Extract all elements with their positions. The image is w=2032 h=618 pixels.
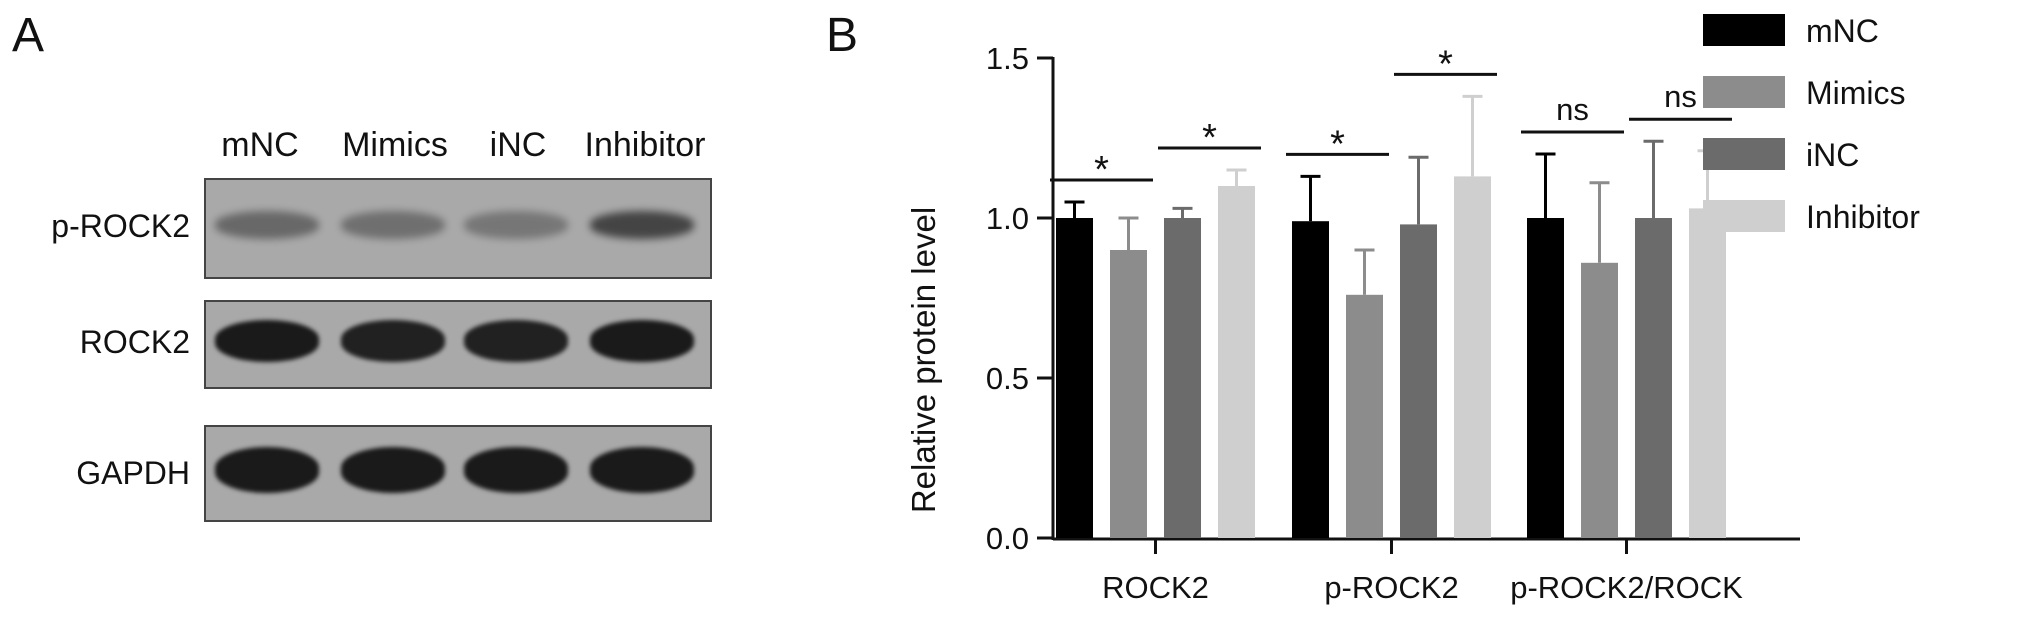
band-gapdh-inhibitor xyxy=(590,446,694,493)
panel-b-letter: B xyxy=(826,9,859,62)
bar-inc xyxy=(1164,218,1201,538)
row-label-p-rock2: p-ROCK2 xyxy=(51,208,190,244)
legend-label-mimics: Mimics xyxy=(1806,75,1906,111)
row-label-gapdh: GAPDH xyxy=(76,455,190,491)
bar-inhibitor xyxy=(1218,186,1255,538)
lane-label-mimics: Mimics xyxy=(342,126,448,164)
bar-inhibitor xyxy=(1454,176,1491,538)
y-tick-label: 1.5 xyxy=(986,41,1029,76)
y-axis-label: Relative protein level xyxy=(905,207,942,513)
legend-swatch-mnc xyxy=(1703,14,1785,46)
bar-mnc xyxy=(1056,218,1093,538)
band-rock2-inhibitor xyxy=(590,319,694,362)
lane-label-inhibitor: Inhibitor xyxy=(584,126,706,164)
band-p-rock2-inc xyxy=(464,210,568,239)
significance-label: * xyxy=(1202,117,1217,159)
blot-strip-gapdh xyxy=(204,425,712,522)
blot-strip-p-rock2 xyxy=(204,178,712,279)
bar-mimics xyxy=(1346,294,1383,538)
legend-swatch-inc xyxy=(1703,138,1785,170)
legend-label-mnc: mNC xyxy=(1806,13,1879,49)
band-rock2-mimics xyxy=(341,319,445,362)
x-tick-label: p-ROCK2/ROCK xyxy=(1510,570,1743,605)
lane-label-mnc: mNC xyxy=(221,126,299,164)
bar-mnc xyxy=(1527,218,1564,538)
band-p-rock2-mnc xyxy=(215,210,319,239)
bar-mnc xyxy=(1292,221,1329,538)
y-tick-label: 0.5 xyxy=(986,361,1029,396)
panel-a-letter: A xyxy=(12,9,45,62)
lane-label-inc: iNC xyxy=(489,126,547,164)
row-label-rock2: ROCK2 xyxy=(79,324,190,360)
legend-swatch-mimics xyxy=(1703,76,1785,108)
band-p-rock2-mimics xyxy=(341,210,445,239)
bar-mimics xyxy=(1110,250,1147,538)
band-p-rock2-inhibitor xyxy=(590,210,694,239)
significance-label: ns xyxy=(1556,92,1589,127)
band-gapdh-inc xyxy=(464,446,568,493)
legend-label-inc: iNC xyxy=(1806,137,1859,173)
legend-swatch-inhibitor xyxy=(1703,200,1785,232)
band-rock2-inc xyxy=(464,319,568,362)
blot-strip-rock2 xyxy=(204,300,712,389)
band-gapdh-mnc xyxy=(215,446,319,493)
band-gapdh-mimics xyxy=(341,446,445,493)
bar-inc xyxy=(1400,224,1437,538)
significance-label: * xyxy=(1438,43,1453,85)
band-rock2-mnc xyxy=(215,319,319,362)
legend-label-inhibitor: Inhibitor xyxy=(1806,199,1920,235)
significance-label: * xyxy=(1094,149,1109,191)
bar-inc xyxy=(1635,218,1672,538)
significance-label: ns xyxy=(1664,79,1697,114)
y-tick-label: 0.0 xyxy=(986,521,1029,556)
x-tick-label: ROCK2 xyxy=(1102,570,1209,605)
significance-label: * xyxy=(1330,123,1345,165)
y-tick-label: 1.0 xyxy=(986,201,1029,236)
bar-inhibitor xyxy=(1689,208,1726,538)
x-tick-label: p-ROCK2 xyxy=(1324,570,1458,605)
bar-mimics xyxy=(1581,262,1618,538)
